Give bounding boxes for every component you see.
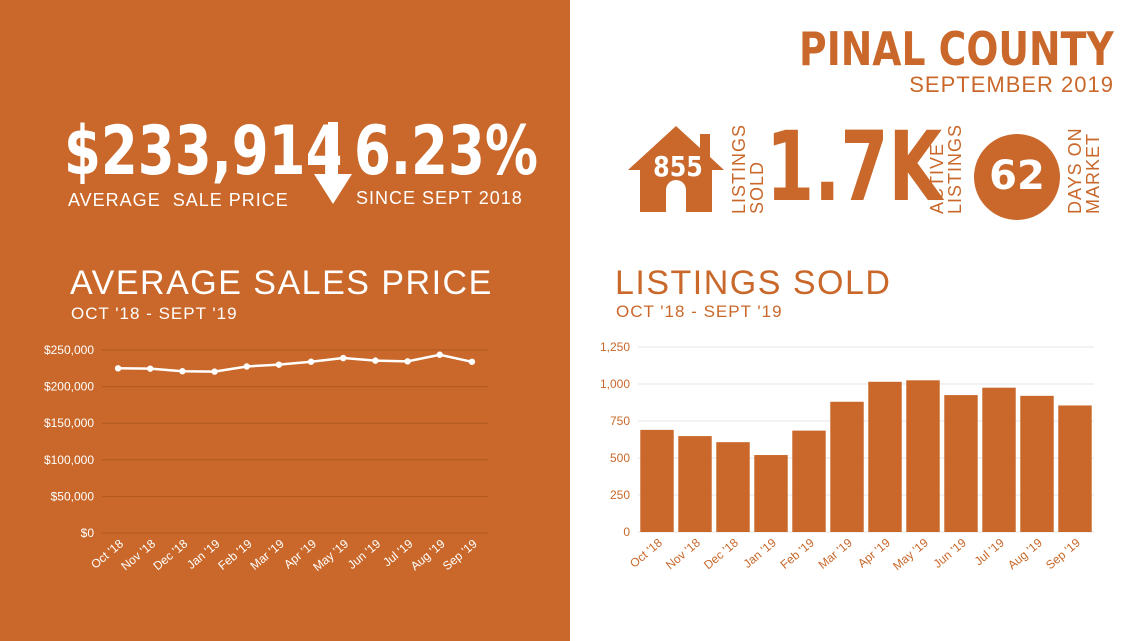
bar: [906, 380, 940, 532]
x-tick-label: Sep '19: [1043, 535, 1083, 572]
bar: [830, 401, 864, 532]
x-tick-label: Jul '19: [972, 535, 1008, 568]
y-tick-label: $150,000: [44, 416, 94, 430]
x-tick-label: Jun '19: [345, 536, 384, 572]
x-tick-label: May '19: [310, 536, 351, 574]
x-tick-label: Apr '19: [855, 535, 893, 570]
change-percent-label: SINCE SEPT 2018: [356, 188, 523, 208]
house-icon: [628, 126, 724, 212]
data-point: [307, 358, 315, 365]
data-point: [243, 363, 250, 370]
x-tick-label: Oct '18: [627, 535, 665, 570]
active-listings-label: ACTIVE LISTINGS: [927, 123, 965, 214]
circle-badge-icon: [974, 134, 1060, 220]
bar: [792, 430, 826, 532]
active-listings-label-line-2: LISTINGS: [945, 123, 965, 214]
data-point: [275, 361, 283, 368]
bar: [982, 387, 1016, 532]
x-tick-label: Dec '18: [701, 535, 741, 572]
y-tick-label: 250: [610, 488, 630, 502]
listings-sold-value: 855: [653, 150, 703, 183]
listings-chart-subtitle: OCT '18 - SEPT '19: [616, 302, 783, 321]
bar: [868, 381, 902, 532]
x-tick-label: Mar '19: [247, 536, 287, 572]
listings-sold-label-line-2: SOLD: [747, 160, 767, 214]
data-point: [372, 357, 379, 364]
x-tick-label: Sep '19: [440, 536, 480, 573]
arrow-down-icon: [314, 122, 352, 204]
county-title: PINAL COUNTY: [799, 22, 1114, 76]
x-tick-label: Dec '18: [150, 536, 190, 573]
data-point: [436, 351, 443, 358]
x-tick-label: Feb '19: [778, 535, 818, 571]
y-tick-label: 750: [610, 414, 630, 428]
data-point: [468, 358, 476, 365]
bar: [716, 442, 750, 532]
y-tick-label: $100,000: [44, 453, 94, 467]
x-tick-label: Aug '19: [1005, 535, 1045, 572]
y-tick-label: $0: [81, 526, 95, 540]
data-point: [114, 365, 122, 372]
y-tick-label: 1,250: [600, 340, 630, 354]
days-on-market-label-line-1: DAYS ON: [1065, 127, 1085, 214]
x-tick-label: Jan '19: [741, 535, 780, 571]
period-subtitle: SEPTEMBER 2019: [909, 72, 1114, 97]
data-point: [147, 365, 154, 372]
days-on-market-value: 62: [989, 153, 1045, 199]
data-point: [340, 354, 347, 362]
series-line: [118, 353, 473, 373]
x-tick-label: May '19: [890, 535, 931, 573]
price-chart-title: AVERAGE SALES PRICE: [70, 264, 493, 302]
data-point: [179, 368, 186, 375]
listings-chart-title: LISTINGS SOLD: [615, 264, 892, 302]
y-tick-label: 500: [610, 451, 630, 465]
x-tick-label: Aug '19: [408, 536, 448, 573]
avg-sale-price-label: AVERAGE SALE PRICE: [68, 190, 289, 210]
x-tick-label: Feb '19: [215, 536, 255, 572]
active-listings-value: 1.7K: [766, 111, 943, 223]
price-chart-subtitle: OCT '18 - SEPT '19: [71, 304, 238, 323]
x-tick-label: Nov '18: [663, 535, 703, 572]
y-tick-label: $200,000: [44, 380, 94, 394]
x-tick-label: Jun '19: [931, 535, 970, 571]
y-tick-label: 1,000: [600, 377, 630, 391]
bar: [754, 455, 788, 532]
change-percent-value: 6.23%: [354, 112, 539, 191]
bar: [944, 395, 978, 532]
avg-price-line-chart: $0 $50,000 $100,000 $150,000 $200,000 $250,00…: [44, 343, 488, 574]
y-tick-label: 0: [623, 525, 630, 539]
days-on-market-label-line-2: MARKET: [1083, 132, 1103, 214]
bar: [1058, 405, 1092, 532]
x-tick-label: Nov '18: [118, 536, 158, 573]
bar: [1020, 395, 1054, 532]
avg-sale-price-value: $233,914: [64, 112, 343, 191]
right-panel: [570, 0, 1140, 641]
left-panel: [0, 0, 570, 641]
x-tick-label: Jan '19: [184, 536, 223, 572]
y-tick-label: $50,000: [51, 489, 95, 503]
data-point: [404, 358, 411, 365]
active-listings-label-line-1: ACTIVE: [927, 142, 947, 214]
x-tick-label: Mar '19: [816, 535, 856, 571]
days-on-market-label: DAYS ON MARKET: [1065, 127, 1103, 214]
bar: [640, 429, 674, 532]
bar: [678, 436, 712, 532]
listings-sold-label: LISTINGS SOLD: [729, 123, 767, 214]
y-tick-label: $250,000: [44, 343, 94, 357]
data-point: [211, 368, 218, 375]
listings-sold-label-line-1: LISTINGS: [729, 123, 749, 214]
